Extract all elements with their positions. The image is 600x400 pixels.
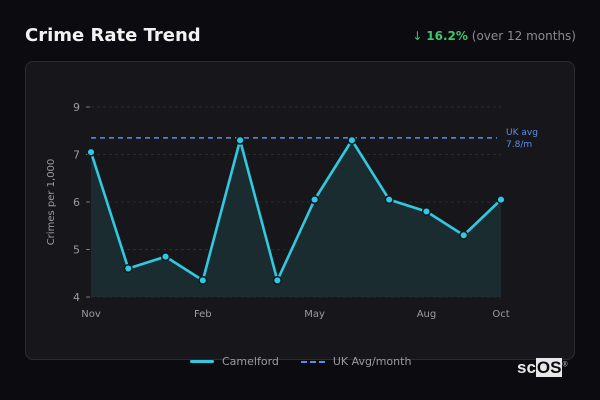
data-point[interactable] [123,263,133,274]
legend-label: UK Avg/month [332,355,412,368]
data-point[interactable] [86,147,96,157]
svg-text:Aug: Aug [417,309,437,320]
svg-text:Feb: Feb [194,309,212,320]
legend-item-camelford[interactable]: Camelford [190,355,279,368]
svg-text:4: 4 [73,291,80,304]
svg-text:Oct: Oct [492,309,509,320]
page-title: Crime Rate Trend [25,25,201,46]
data-point[interactable] [347,135,357,145]
data-point[interactable] [459,230,469,240]
scos-logo: scOS® [517,358,568,377]
svg-text:Crimes per 1,000: Crimes per 1,000 [46,159,57,246]
down-arrow-icon: ↓ [412,29,423,43]
svg-text:May: May [304,309,325,320]
data-point[interactable] [235,135,245,145]
svg-text:7.8/m: 7.8/m [506,140,532,150]
svg-text:5: 5 [73,244,80,257]
solid-line-swatch-icon [190,360,214,363]
svg-text:Nov: Nov [81,309,101,320]
chart-card [25,61,575,360]
legend-label: Camelford [222,355,279,368]
change-percent: 16.2% [426,29,468,43]
chart-legend: Camelford UK Avg/month [190,355,411,368]
legend-item-uk-avg[interactable]: UK Avg/month [300,355,412,368]
svg-text:9: 9 [73,101,80,114]
data-point[interactable] [160,252,171,262]
data-point[interactable] [310,195,320,205]
change-note: (over 12 months) [471,29,576,43]
data-point[interactable] [198,275,208,285]
data-point[interactable] [384,195,394,205]
data-point[interactable] [421,206,432,217]
data-point[interactable] [272,275,282,285]
svg-text:7: 7 [73,149,80,162]
dashed-line-swatch-icon [300,360,325,363]
svg-text:UK avg: UK avg [506,128,538,138]
svg-text:6: 6 [73,196,80,209]
change-summary: ↓ 16.2% (over 12 months) [412,29,576,43]
data-point[interactable] [496,195,506,205]
